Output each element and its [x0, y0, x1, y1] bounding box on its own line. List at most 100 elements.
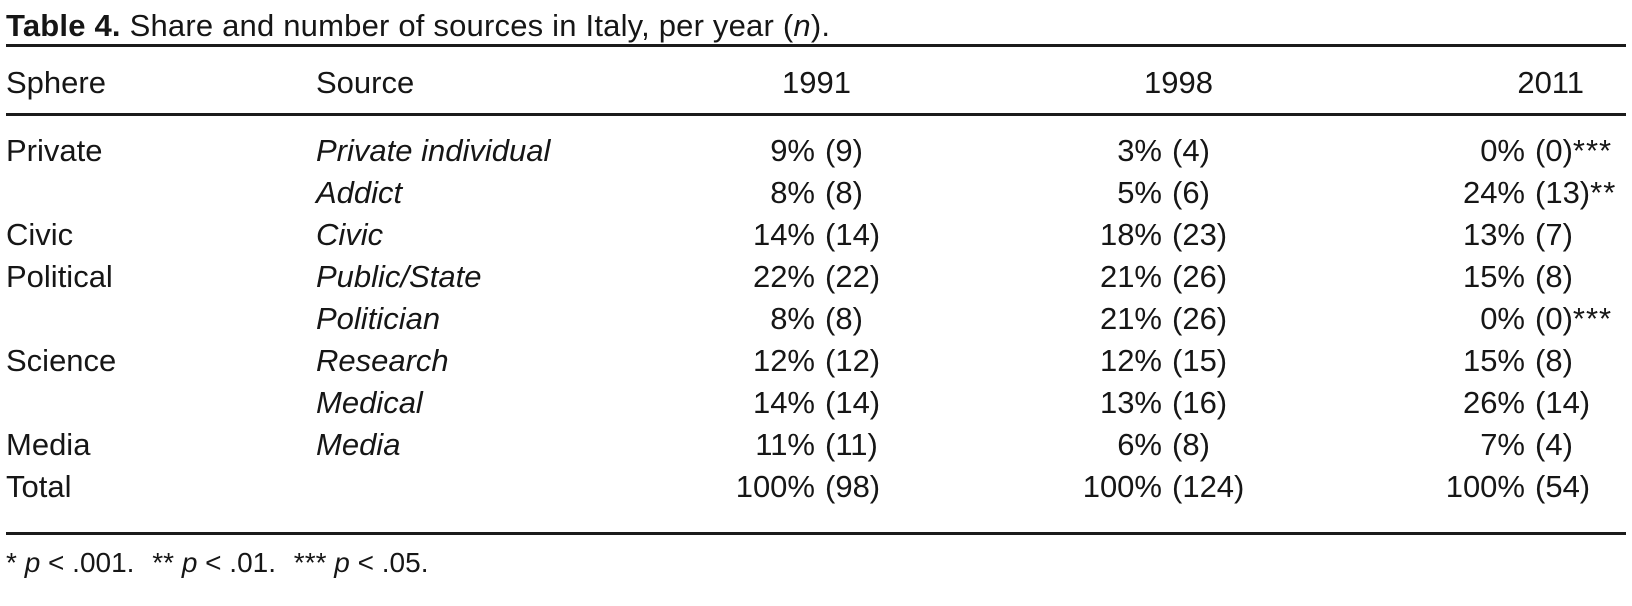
note-segment-p05: *** p < .05. — [294, 547, 429, 578]
n-1998: (6) — [1172, 175, 1210, 210]
pct-1998: 13% — [1099, 385, 1162, 420]
significance-stars: ** — [1590, 175, 1617, 210]
pct-2011: 24% — [1462, 175, 1525, 210]
pct-1998: 6% — [1117, 427, 1162, 462]
n-1998: (124) — [1172, 469, 1245, 504]
pct-2011: 15% — [1462, 343, 1525, 378]
cell-1991: 9% (9) — [636, 133, 966, 169]
cell-sphere: Political — [6, 259, 113, 294]
cell-1991: 8% (8) — [636, 301, 966, 337]
note-stars: ** — [152, 547, 175, 578]
significance-stars: *** — [1572, 133, 1613, 168]
table-caption: Share and number of sources in Italy, pe… — [129, 8, 794, 43]
cell-1991: 14% (14) — [636, 385, 966, 421]
cell-source: Research — [316, 343, 449, 378]
cell-1998: 18% (23) — [966, 217, 1296, 253]
pct-2011: 26% — [1462, 385, 1525, 420]
col-header-sphere: Sphere — [6, 65, 106, 100]
pct-2011: 100% — [1445, 469, 1525, 504]
pct-1998: 3% — [1117, 133, 1162, 168]
n-1991: (98) — [825, 469, 881, 504]
n-1991: (8) — [825, 175, 863, 210]
n-1998: (16) — [1172, 385, 1228, 420]
n-1991: (14) — [825, 385, 881, 420]
n-1998: (4) — [1172, 133, 1210, 168]
n-2011: (4) — [1535, 427, 1573, 462]
top-rule — [6, 44, 1626, 47]
caption-italic-n: n — [793, 8, 811, 43]
cell-1991: 22% (22) — [636, 259, 966, 295]
cell-source: Media — [316, 427, 401, 462]
table-row-addict: Addict 8% (8) 5% (6) 24% (13)** — [6, 172, 1626, 214]
pct-2011: 0% — [1480, 301, 1525, 336]
n-2011: (54) — [1535, 469, 1591, 504]
pct-1991: 12% — [752, 343, 815, 378]
cell-1998: 3% (4) — [966, 133, 1296, 169]
header-rule — [6, 113, 1626, 116]
cell-1991: 14% (14) — [636, 217, 966, 253]
cell-source: Private individual — [316, 133, 551, 168]
col-header-1991: 1991 — [782, 65, 851, 100]
cell-source: Addict — [316, 175, 403, 210]
pct-1991: 9% — [770, 133, 815, 168]
n-1991: (8) — [825, 301, 863, 336]
cell-sphere: Science — [6, 343, 117, 378]
col-header-source: Source — [316, 65, 415, 100]
cell-2011: 0% (0)*** — [1296, 301, 1626, 337]
pct-2011: 7% — [1480, 427, 1525, 462]
note-stars: * — [6, 547, 17, 578]
header-row: Sphere Source 1991 1998 2011 — [6, 47, 1626, 113]
cell-2011: 24% (13)** — [1296, 175, 1626, 211]
cell-2011: 0% (0)*** — [1296, 133, 1626, 169]
n-1998: (15) — [1172, 343, 1228, 378]
n-1991: (9) — [825, 133, 863, 168]
cell-1991: 8% (8) — [636, 175, 966, 211]
n-2011: (8) — [1535, 259, 1573, 294]
pct-1998: 21% — [1099, 259, 1162, 294]
pct-1991: 14% — [752, 385, 815, 420]
pct-1991: 11% — [755, 427, 815, 462]
pct-1991: 22% — [752, 259, 815, 294]
n-1998: (26) — [1172, 259, 1228, 294]
pct-1998: 12% — [1099, 343, 1162, 378]
table-row-private-individual: Private Private individual 9% (9) 3% (4) 0… — [6, 130, 1626, 172]
pct-1998: 21% — [1099, 301, 1162, 336]
n-1998: (23) — [1172, 217, 1228, 252]
cell-1998: 100% (124) — [966, 469, 1296, 505]
pct-1998: 5% — [1117, 175, 1162, 210]
cell-1998: 21% (26) — [966, 301, 1296, 337]
note-segment-p001: * p < .001. — [6, 547, 134, 578]
cell-1998: 13% (16) — [966, 385, 1296, 421]
cell-1991: 12% (12) — [636, 343, 966, 379]
pct-1991: 14% — [752, 217, 815, 252]
table-row-media: Media Media 11% (11) 6% (8) 7% (4) — [6, 424, 1626, 466]
cell-sphere: Media — [6, 427, 91, 462]
pct-1991: 8% — [770, 301, 815, 336]
pct-1998: 100% — [1082, 469, 1162, 504]
pct-1991: 8% — [770, 175, 815, 210]
cell-source: Public/State — [316, 259, 482, 294]
table-row-politician: Politician 8% (8) 21% (26) 0% (0)*** — [6, 298, 1626, 340]
cell-2011: 15% (8) — [1296, 259, 1626, 295]
n-2011: (13) — [1535, 175, 1591, 210]
n-1991: (14) — [825, 217, 881, 252]
col-header-1998: 1998 — [1144, 65, 1213, 100]
cell-source: Medical — [316, 385, 423, 420]
note-p-var: p — [334, 547, 350, 578]
pct-2011: 13% — [1462, 217, 1525, 252]
cell-2011: 13% (7) — [1296, 217, 1626, 253]
n-1991: (11) — [825, 427, 878, 462]
cell-2011: 100% (54) — [1296, 469, 1626, 505]
table-row-medical: Medical 14% (14) 13% (16) 26% (14) — [6, 382, 1626, 424]
table-title: Table 4. Share and number of sources in … — [6, 0, 1626, 44]
cell-2011: 15% (8) — [1296, 343, 1626, 379]
note-stars: *** — [293, 547, 327, 578]
cell-sphere: Civic — [6, 217, 74, 252]
cell-1998: 6% (8) — [966, 427, 1296, 463]
col-header-2011: 2011 — [1517, 65, 1584, 100]
cell-1998: 12% (15) — [966, 343, 1296, 379]
n-1998: (8) — [1172, 427, 1210, 462]
note-p-var: p — [181, 547, 198, 578]
n-2011: (7) — [1535, 217, 1573, 252]
